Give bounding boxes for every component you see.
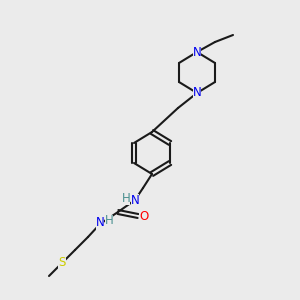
Text: O: O bbox=[140, 209, 148, 223]
Text: S: S bbox=[58, 256, 66, 269]
Text: N: N bbox=[96, 217, 104, 230]
Text: H: H bbox=[122, 191, 130, 205]
Text: N: N bbox=[193, 86, 201, 100]
Text: H: H bbox=[105, 214, 113, 227]
Text: N: N bbox=[193, 46, 201, 59]
Text: N: N bbox=[130, 194, 140, 206]
